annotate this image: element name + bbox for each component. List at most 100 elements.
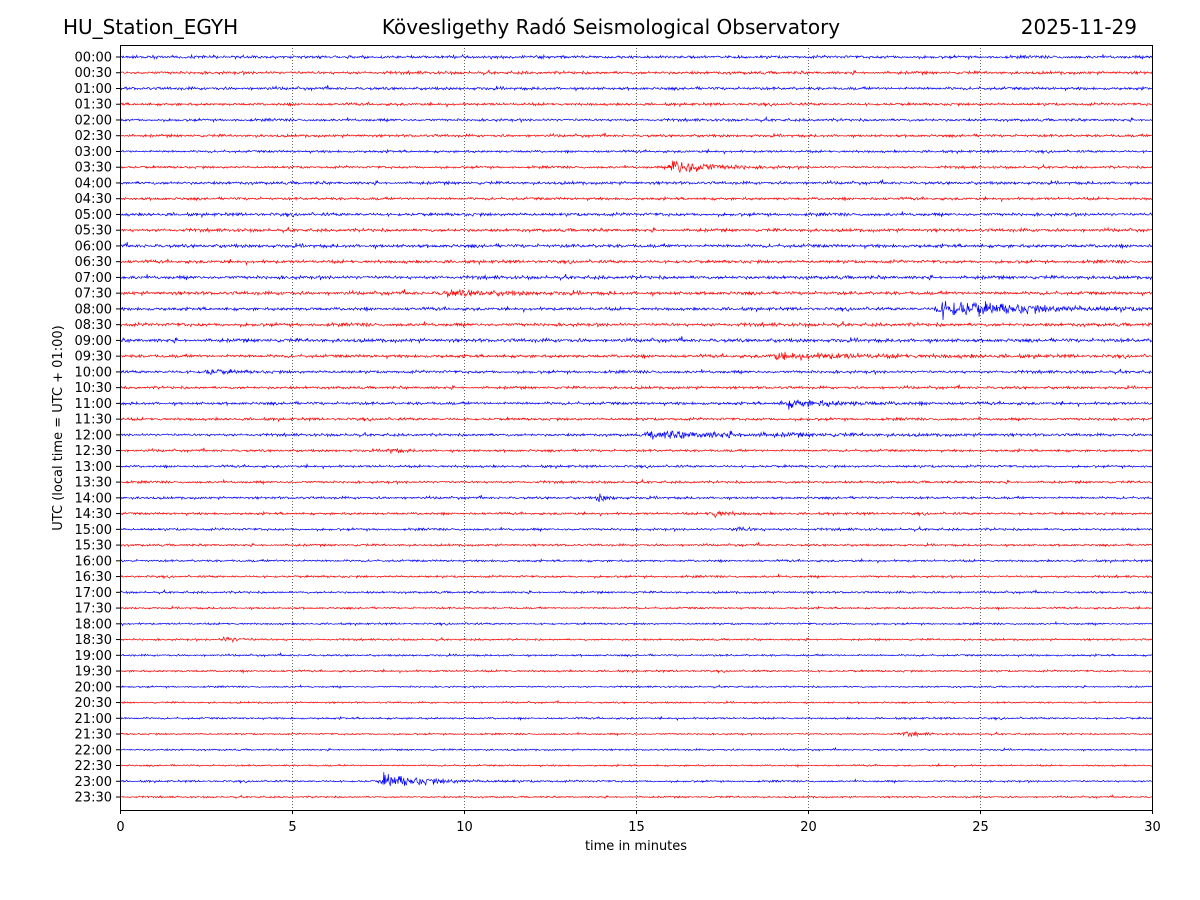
y-tick-label: 07:30	[75, 287, 112, 302]
trace-2230	[119, 763, 1153, 769]
y-tick-label: 19:30	[75, 665, 112, 680]
y-tick-label: 15:00	[75, 523, 112, 538]
date-title: 2025-11-29	[1020, 15, 1137, 39]
x-tick-label: 5	[288, 820, 296, 835]
y-tick-label: 23:00	[75, 775, 112, 790]
y-tick-label: 20:30	[75, 696, 112, 711]
trace-0630	[119, 258, 1153, 266]
y-tick-label: 04:30	[75, 192, 112, 207]
trace-0030	[119, 69, 1153, 77]
x-tick-label: 10	[456, 820, 473, 835]
y-tick-label: 22:00	[75, 743, 112, 758]
x-axis-label: time in minutes	[585, 839, 687, 854]
y-tick-label: 13:00	[75, 460, 112, 475]
y-tick-label: 18:00	[75, 617, 112, 632]
y-tick-label: 15:30	[75, 539, 112, 554]
trace-1400	[119, 493, 1153, 503]
x-tick-label: 0	[116, 820, 124, 835]
y-tick-label: 02:00	[75, 113, 112, 128]
trace-0600	[119, 241, 1153, 250]
y-tick-label: 10:00	[75, 365, 112, 380]
y-tick-label: 01:30	[75, 98, 112, 113]
y-tick-label: 03:30	[75, 161, 112, 176]
trace-0800	[119, 300, 1153, 321]
y-tick-label: 05:00	[75, 208, 112, 223]
y-tick-label: 01:00	[75, 82, 112, 97]
trace-1630	[119, 573, 1153, 580]
trace-1330	[119, 478, 1153, 486]
trace-0930	[119, 351, 1152, 361]
trace-0400	[119, 179, 1153, 187]
trace-1430	[119, 510, 1153, 519]
trace-0900	[119, 336, 1153, 345]
y-tick-label: 02:30	[75, 129, 112, 144]
y-tick-label: 11:00	[75, 397, 112, 412]
trace-2130	[119, 731, 1153, 738]
trace-2200	[119, 746, 1153, 752]
trace-1830	[119, 635, 1153, 644]
y-axis: 00:0000:3001:0001:3002:0002:3003:0003:30…	[75, 51, 120, 806]
trace-1300	[119, 463, 1153, 470]
trace-1700	[119, 588, 1153, 595]
y-tick-label: 16:00	[75, 554, 112, 569]
x-tick-label: 30	[1144, 820, 1161, 835]
trace-1030	[119, 384, 1153, 391]
y-tick-label: 00:00	[75, 51, 112, 66]
trace-0500	[119, 211, 1153, 219]
y-tick-label: 08:30	[75, 318, 112, 333]
trace-2300	[119, 772, 1153, 787]
y-tick-label: 09:00	[75, 334, 112, 349]
x-tick-label: 25	[972, 820, 989, 835]
trace-1130	[119, 416, 1153, 423]
y-tick-label: 04:00	[75, 176, 112, 191]
y-tick-label: 07:00	[75, 271, 112, 286]
x-axis: 0 5 10 15 20 25 30	[116, 810, 1161, 835]
y-tick-label: 12:30	[75, 444, 112, 459]
y-tick-label: 19:00	[75, 649, 112, 664]
trace-1930	[119, 668, 1153, 674]
y-tick-label: 12:00	[75, 428, 112, 443]
y-tick-label: 18:30	[75, 633, 112, 648]
y-tick-label: 21:00	[75, 712, 112, 727]
trace-0100	[120, 85, 1153, 92]
y-tick-label: 14:30	[75, 507, 112, 522]
y-tick-label: 06:30	[75, 255, 112, 270]
y-tick-label: 22:30	[75, 759, 112, 774]
trace-0130	[119, 101, 1152, 108]
trace-1230	[119, 447, 1153, 454]
y-tick-label: 10:30	[75, 381, 112, 396]
trace-1200	[119, 430, 1153, 440]
y-tick-label: 05:30	[75, 224, 112, 239]
grid-lines	[292, 45, 981, 810]
trace-1730	[119, 605, 1153, 611]
seismic-traces	[119, 53, 1153, 800]
trace-2100	[119, 715, 1153, 722]
trace-1100	[119, 399, 1153, 410]
trace-0230	[119, 132, 1152, 139]
x-tick-label: 20	[800, 820, 817, 835]
trace-0730	[119, 288, 1153, 298]
trace-2330	[119, 794, 1153, 800]
trace-0530	[119, 226, 1153, 234]
trace-0300	[119, 148, 1152, 155]
trace-2030	[119, 699, 1153, 705]
y-tick-label: 23:30	[75, 791, 112, 806]
trace-0000	[119, 53, 1153, 61]
x-tick-label: 15	[628, 820, 645, 835]
y-tick-label: 13:30	[75, 476, 112, 491]
y-tick-label: 14:00	[75, 491, 112, 506]
plot-frame	[120, 45, 1153, 811]
trace-0200	[119, 115, 1153, 124]
trace-0430	[119, 195, 1153, 203]
trace-1800	[119, 620, 1153, 627]
y-tick-label: 20:00	[75, 680, 112, 695]
trace-1530	[119, 541, 1153, 548]
trace-2000	[119, 684, 1153, 690]
y-tick-label: 21:30	[75, 728, 112, 743]
y-tick-label: 08:00	[75, 302, 112, 317]
y-tick-label: 16:30	[75, 570, 112, 585]
trace-1600	[119, 557, 1153, 564]
y-tick-label: 17:00	[75, 586, 112, 601]
y-tick-label: 17:30	[75, 602, 112, 617]
